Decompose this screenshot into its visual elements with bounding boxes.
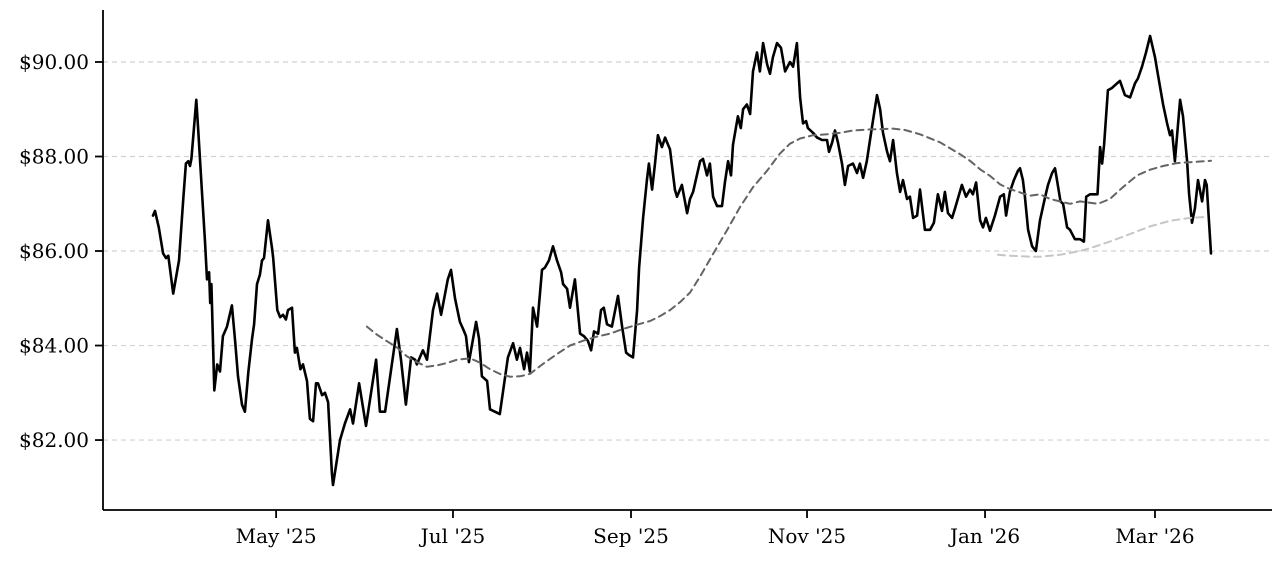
x-tick-label: Nov '25 — [768, 524, 846, 548]
labels-group: $82.00 $84.00 $86.00 $88.00 $90.00 May '25 Jul… — [19, 50, 1195, 548]
moving-average-short-dashed-gray-line — [365, 127, 1212, 378]
x-tick-label: Sep '25 — [593, 524, 669, 548]
moving-average-long-dashed-light-line — [997, 216, 1208, 258]
gridlines-group — [103, 61, 1270, 441]
series-group — [151, 34, 1213, 487]
y-tick-label: $84.00 — [19, 334, 89, 358]
x-tick-label: Mar '26 — [1115, 524, 1194, 548]
x-tick-label: May '25 — [236, 524, 317, 548]
x-tick-label: Jul '25 — [419, 524, 486, 548]
axes-group — [95, 10, 1272, 518]
y-tick-label: $86.00 — [19, 239, 89, 263]
y-tick-label: $88.00 — [19, 145, 89, 169]
y-tick-label: $90.00 — [19, 50, 89, 74]
price-solid-black-line — [151, 34, 1213, 487]
x-tick-label: Jan '26 — [948, 524, 1020, 548]
y-tick-label: $82.00 — [19, 428, 89, 452]
